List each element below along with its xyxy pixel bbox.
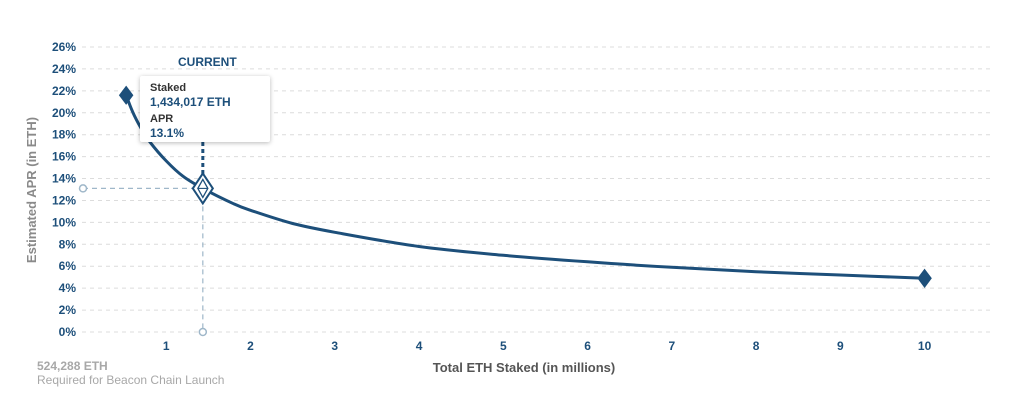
current-x-axis-dot <box>198 327 208 337</box>
y-tick-label: 12% <box>52 193 76 207</box>
y-axis-ticks: 0% 2% 4% 6% 8% 10% 12% 14% 16% 18% 20% 22% 24% 26% <box>52 40 76 339</box>
staked-label: Staked <box>150 82 187 94</box>
y-tick-label: 14% <box>52 172 76 186</box>
x-tick-label: 9 <box>837 339 844 353</box>
x-tick-label: 7 <box>668 339 675 353</box>
staked-value: 1,434,017 ETH <box>150 95 231 109</box>
y-tick-label: 6% <box>59 259 77 273</box>
y-tick-label: 4% <box>59 281 77 295</box>
y-tick-label: 20% <box>52 106 76 120</box>
x-tick-label: 10 <box>918 339 932 353</box>
curve-markers <box>118 85 932 288</box>
launch-amount: 524,288 ETH <box>37 359 108 373</box>
current-label: CURRENT <box>178 55 237 69</box>
y-axis-label: Estimated APR (in ETH) <box>24 117 39 263</box>
apr-value: 13.1% <box>150 126 185 140</box>
y-tick-label: 24% <box>52 62 76 76</box>
launch-note: 524,288 ETH Required for Beacon Chain La… <box>37 359 224 387</box>
x-tick-label: 5 <box>500 339 507 353</box>
x-axis-label: Total ETH Staked (in millions) <box>433 360 616 375</box>
x-tick-label: 1 <box>163 339 170 353</box>
current-tooltip: Staked 1,434,017 ETH APR 13.1% <box>140 76 270 142</box>
end-marker <box>917 268 932 288</box>
x-axis-ticks: 1 2 3 4 5 6 7 8 9 10 <box>163 339 932 353</box>
x-tick-label: 6 <box>584 339 591 353</box>
x-tick-label: 4 <box>416 339 423 353</box>
y-tick-label: 10% <box>52 215 76 229</box>
current-y-axis-dot <box>78 184 88 193</box>
y-tick-label: 22% <box>52 84 76 98</box>
y-tick-label: 0% <box>59 325 77 339</box>
ethereum-icon <box>197 178 209 199</box>
start-marker <box>118 85 134 105</box>
y-tick-label: 26% <box>52 40 76 54</box>
x-tick-label: 2 <box>247 339 254 353</box>
y-tick-label: 8% <box>59 237 77 251</box>
x-tick-label: 3 <box>331 339 338 353</box>
launch-text: Required for Beacon Chain Launch <box>37 373 225 387</box>
y-tick-label: 16% <box>52 150 76 164</box>
apr-label: APR <box>150 113 174 125</box>
x-tick-label: 8 <box>753 339 760 353</box>
y-tick-label: 2% <box>59 303 77 317</box>
current-guides <box>78 142 208 337</box>
y-tick-label: 18% <box>52 128 76 142</box>
